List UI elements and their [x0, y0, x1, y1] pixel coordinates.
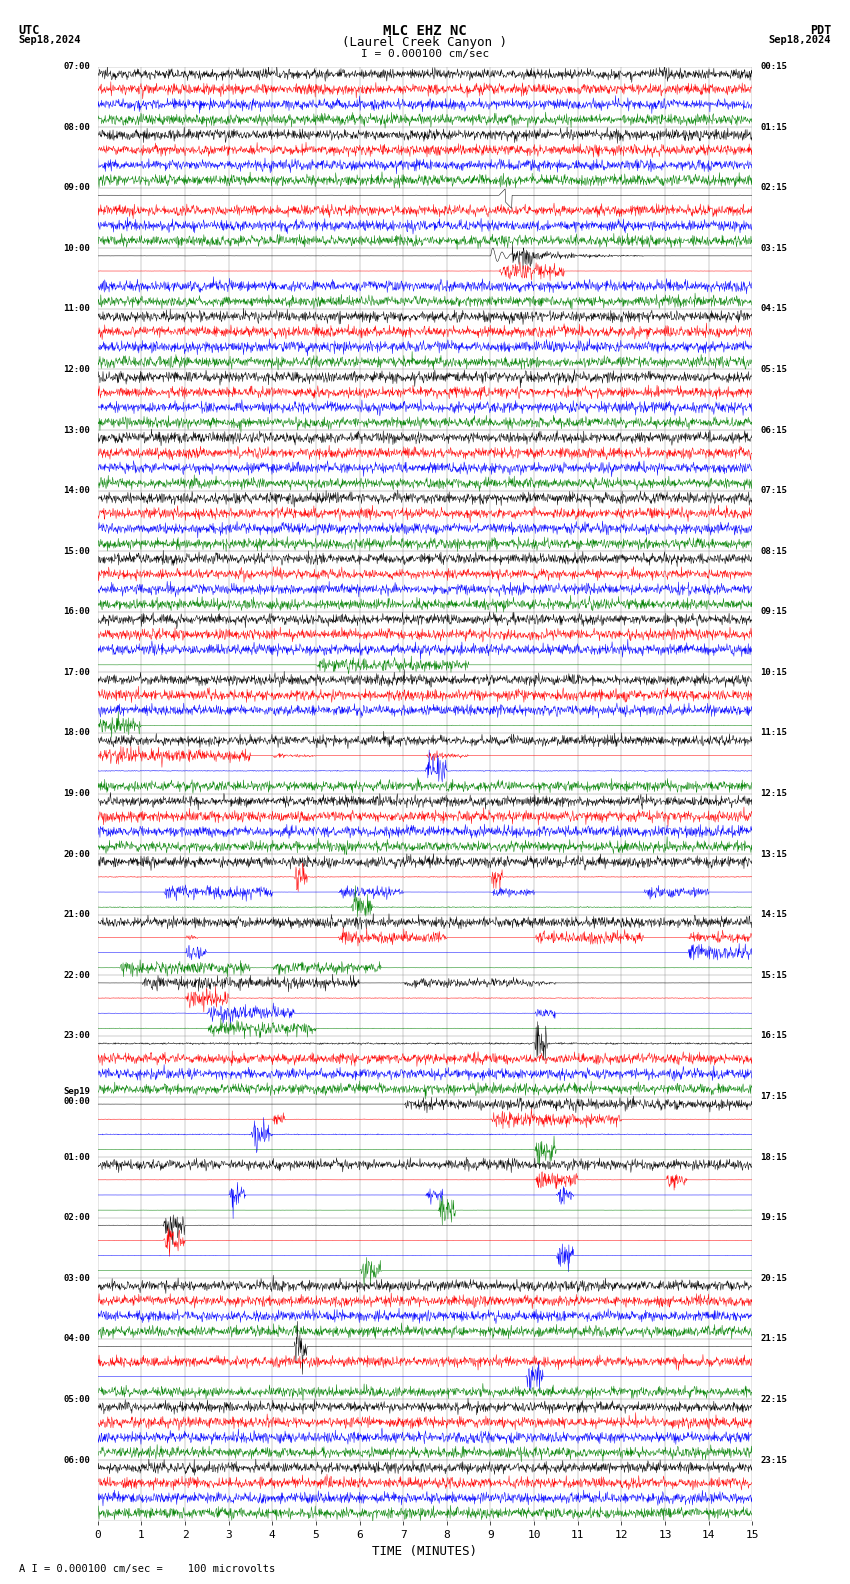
Text: 01:15: 01:15: [760, 122, 787, 131]
Text: A I = 0.000100 cm/sec =    100 microvolts: A I = 0.000100 cm/sec = 100 microvolts: [19, 1565, 275, 1574]
Text: 13:15: 13:15: [760, 849, 787, 859]
Text: 23:00: 23:00: [63, 1031, 90, 1041]
Text: 12:00: 12:00: [63, 364, 90, 374]
Text: 07:15: 07:15: [760, 486, 787, 496]
Text: 16:00: 16:00: [63, 607, 90, 616]
Text: 12:15: 12:15: [760, 789, 787, 798]
Text: Sep18,2024: Sep18,2024: [19, 35, 82, 44]
Text: 07:00: 07:00: [63, 62, 90, 71]
Text: 18:00: 18:00: [63, 729, 90, 738]
X-axis label: TIME (MINUTES): TIME (MINUTES): [372, 1546, 478, 1559]
Text: UTC: UTC: [19, 24, 40, 36]
Text: 11:15: 11:15: [760, 729, 787, 738]
Text: MLC EHZ NC: MLC EHZ NC: [383, 24, 467, 38]
Text: Sep18,2024: Sep18,2024: [768, 35, 831, 44]
Text: 20:00: 20:00: [63, 849, 90, 859]
Text: 02:00: 02:00: [63, 1213, 90, 1223]
Text: Sep19
00:00: Sep19 00:00: [63, 1087, 90, 1106]
Text: 10:15: 10:15: [760, 668, 787, 676]
Text: 22:00: 22:00: [63, 971, 90, 980]
Text: 20:15: 20:15: [760, 1274, 787, 1283]
Text: 10:00: 10:00: [63, 244, 90, 253]
Text: 09:15: 09:15: [760, 607, 787, 616]
Text: 08:00: 08:00: [63, 122, 90, 131]
Text: 21:00: 21:00: [63, 911, 90, 919]
Text: (Laurel Creek Canyon ): (Laurel Creek Canyon ): [343, 36, 507, 49]
Text: 08:15: 08:15: [760, 546, 787, 556]
Text: 18:15: 18:15: [760, 1153, 787, 1161]
Text: 04:00: 04:00: [63, 1334, 90, 1343]
Text: 09:00: 09:00: [63, 184, 90, 192]
Text: 00:15: 00:15: [760, 62, 787, 71]
Text: 19:00: 19:00: [63, 789, 90, 798]
Text: 23:15: 23:15: [760, 1456, 787, 1465]
Text: 02:15: 02:15: [760, 184, 787, 192]
Text: 15:15: 15:15: [760, 971, 787, 980]
Text: 17:00: 17:00: [63, 668, 90, 676]
Text: 17:15: 17:15: [760, 1091, 787, 1101]
Text: 05:00: 05:00: [63, 1396, 90, 1403]
Text: 14:15: 14:15: [760, 911, 787, 919]
Text: 15:00: 15:00: [63, 546, 90, 556]
Text: 21:15: 21:15: [760, 1334, 787, 1343]
Text: 01:00: 01:00: [63, 1153, 90, 1161]
Text: 13:00: 13:00: [63, 426, 90, 434]
Text: 05:15: 05:15: [760, 364, 787, 374]
Text: 11:00: 11:00: [63, 304, 90, 314]
Text: 16:15: 16:15: [760, 1031, 787, 1041]
Text: 04:15: 04:15: [760, 304, 787, 314]
Text: 14:00: 14:00: [63, 486, 90, 496]
Text: 03:15: 03:15: [760, 244, 787, 253]
Text: 06:15: 06:15: [760, 426, 787, 434]
Text: 03:00: 03:00: [63, 1274, 90, 1283]
Text: I = 0.000100 cm/sec: I = 0.000100 cm/sec: [361, 49, 489, 59]
Text: 22:15: 22:15: [760, 1396, 787, 1403]
Text: PDT: PDT: [810, 24, 831, 36]
Text: 06:00: 06:00: [63, 1456, 90, 1465]
Text: 19:15: 19:15: [760, 1213, 787, 1223]
